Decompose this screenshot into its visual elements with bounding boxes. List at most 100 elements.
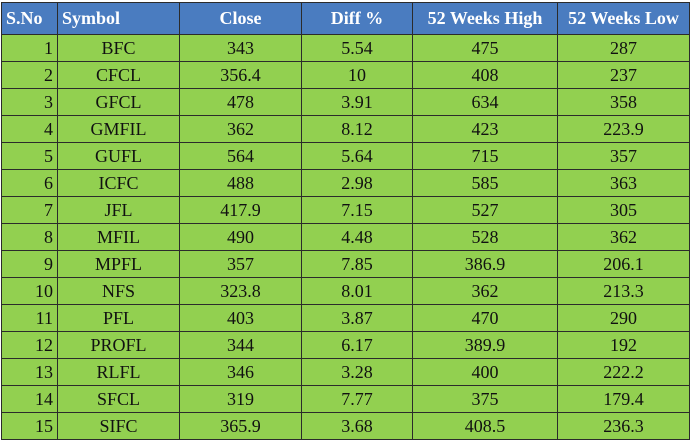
table-cell: 11: [1, 304, 58, 332]
table-cell: 423: [412, 115, 558, 143]
table-cell: 417.9: [179, 196, 302, 224]
table-row: 15 SIFC 365.9 3.68 408.5 236.3: [1, 412, 690, 440]
table-cell: 2: [1, 61, 58, 89]
table-cell: MFIL: [57, 223, 180, 251]
column-header: Symbol: [57, 2, 180, 35]
table-cell: 3.87: [301, 304, 413, 332]
table-cell: 475: [412, 34, 558, 62]
table-cell: 490: [179, 223, 302, 251]
table-cell: PFL: [57, 304, 180, 332]
table-cell: 206.1: [557, 250, 690, 278]
table-cell: 362: [557, 223, 690, 251]
table-cell: 585: [412, 169, 558, 197]
table-cell: 358: [557, 88, 690, 116]
table-cell: 363: [557, 169, 690, 197]
table-cell: SFCL: [57, 385, 180, 413]
table-cell: 323.8: [179, 277, 302, 305]
table-cell: 634: [412, 88, 558, 116]
table-cell: 179.4: [557, 385, 690, 413]
table-cell: 5: [1, 142, 58, 170]
table-cell: JFL: [57, 196, 180, 224]
table-cell: 7.15: [301, 196, 413, 224]
table-cell: 6.17: [301, 331, 413, 359]
table-cell: 389.9: [412, 331, 558, 359]
table-row: 8 MFIL 490 4.48 528 362: [1, 223, 690, 251]
table-row: 14 SFCL 319 7.77 375 179.4: [1, 385, 690, 413]
table-cell: 356.4: [179, 61, 302, 89]
table-cell: 13: [1, 358, 58, 386]
table-cell: 343: [179, 34, 302, 62]
table-cell: 12: [1, 331, 58, 359]
table-cell: 5.54: [301, 34, 413, 62]
table-cell: 488: [179, 169, 302, 197]
table-row: 12 PROFL 344 6.17 389.9 192: [1, 331, 690, 359]
table-cell: 223.9: [557, 115, 690, 143]
table-cell: 319: [179, 385, 302, 413]
table-cell: 7: [1, 196, 58, 224]
table-row: 9 MPFL 357 7.85 386.9 206.1: [1, 250, 690, 278]
table-cell: 527: [412, 196, 558, 224]
table-body: 1 BFC 343 5.54 475 287 2 CFCL 356.4 10 408 237 3 GFCL…: [1, 34, 690, 440]
table-cell: 3.28: [301, 358, 413, 386]
table-cell: 357: [557, 142, 690, 170]
table-cell: 8.12: [301, 115, 413, 143]
table-row: 4 GMFIL 362 8.12 423 223.9: [1, 115, 690, 143]
table-cell: 408.5: [412, 412, 558, 440]
table-cell: 408: [412, 61, 558, 89]
table-cell: 344: [179, 331, 302, 359]
table-cell: 400: [412, 358, 558, 386]
table-cell: 5.64: [301, 142, 413, 170]
table-row: 2 CFCL 356.4 10 408 237: [1, 61, 690, 89]
table-cell: 4.48: [301, 223, 413, 251]
column-header: 52 Weeks Low: [557, 2, 690, 35]
table-cell: 7.77: [301, 385, 413, 413]
table-cell: 386.9: [412, 250, 558, 278]
table-cell: GMFIL: [57, 115, 180, 143]
table-cell: 9: [1, 250, 58, 278]
table-cell: 236.3: [557, 412, 690, 440]
table-cell: 362: [179, 115, 302, 143]
table-cell: 8: [1, 223, 58, 251]
table-cell: GFCL: [57, 88, 180, 116]
table-cell: 470: [412, 304, 558, 332]
table-cell: GUFL: [57, 142, 180, 170]
table-cell: 7.85: [301, 250, 413, 278]
table-cell: 357: [179, 250, 302, 278]
table-cell: 10: [301, 61, 413, 89]
table-cell: 3: [1, 88, 58, 116]
table-row: 13 RLFL 346 3.28 400 222.2: [1, 358, 690, 386]
table-cell: 290: [557, 304, 690, 332]
table-cell: SIFC: [57, 412, 180, 440]
column-header: 52 Weeks High: [412, 2, 558, 35]
table-cell: BFC: [57, 34, 180, 62]
table-cell: 14: [1, 385, 58, 413]
table-row: 5 GUFL 564 5.64 715 357: [1, 142, 690, 170]
table-row: 3 GFCL 478 3.91 634 358: [1, 88, 690, 116]
table-cell: 375: [412, 385, 558, 413]
table-row: 10 NFS 323.8 8.01 362 213.3: [1, 277, 690, 305]
table-cell: 8.01: [301, 277, 413, 305]
table-cell: 213.3: [557, 277, 690, 305]
table-cell: MPFL: [57, 250, 180, 278]
table-cell: 715: [412, 142, 558, 170]
table-row: 11 PFL 403 3.87 470 290: [1, 304, 690, 332]
table-cell: 10: [1, 277, 58, 305]
table-cell: 1: [1, 34, 58, 62]
table-cell: 4: [1, 115, 58, 143]
column-header: Diff %: [301, 2, 413, 35]
table-cell: ICFC: [57, 169, 180, 197]
table-cell: 365.9: [179, 412, 302, 440]
table-cell: 3.68: [301, 412, 413, 440]
table-cell: CFCL: [57, 61, 180, 89]
table-cell: 237: [557, 61, 690, 89]
table-cell: 192: [557, 331, 690, 359]
table-cell: 564: [179, 142, 302, 170]
table-cell: 222.2: [557, 358, 690, 386]
table-cell: PROFL: [57, 331, 180, 359]
table-row: 7 JFL 417.9 7.15 527 305: [1, 196, 690, 224]
column-header: Close: [179, 2, 302, 35]
table-cell: 528: [412, 223, 558, 251]
table-cell: 305: [557, 196, 690, 224]
table-cell: 287: [557, 34, 690, 62]
